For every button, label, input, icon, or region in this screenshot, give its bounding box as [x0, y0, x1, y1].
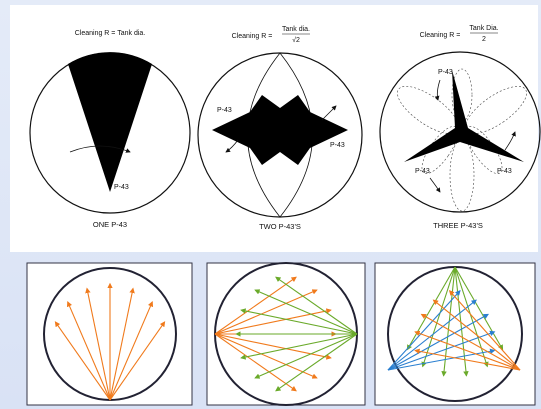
spray-arrow — [214, 333, 297, 392]
spray-arrow — [66, 301, 111, 401]
rotation-arrow — [429, 177, 441, 193]
nozzle-label: P-43 — [330, 142, 345, 149]
spray-arrow — [109, 301, 154, 401]
spray-arrow — [109, 287, 135, 401]
spray-arrow — [448, 290, 521, 371]
formula-lhs: Cleaning R = — [420, 32, 461, 39]
spray-arrow — [109, 321, 166, 401]
spray-arrow — [254, 333, 358, 379]
spray-arrow — [414, 330, 521, 371]
spray-arrow — [275, 276, 358, 335]
spray-arrow — [421, 266, 456, 368]
caption: ONE P-43 — [93, 220, 127, 229]
star — [404, 70, 524, 162]
spray-arrow — [454, 266, 469, 377]
nozzle-label: P-43 — [497, 168, 512, 175]
spray-arrow — [432, 299, 521, 371]
rotation-arrow — [69, 145, 131, 153]
formula-num: Tank dia. — [282, 26, 310, 33]
spray-arrow — [240, 308, 358, 335]
formula: Cleaning R = Tank dia. — [75, 30, 146, 37]
nozzle-label: P-43 — [217, 107, 232, 114]
spray-arrow — [387, 330, 496, 371]
caption: TWO P-43'S — [259, 222, 301, 231]
spray-arrow — [387, 290, 461, 371]
wedge — [68, 52, 152, 192]
spray-arrow — [254, 289, 358, 335]
spray-arrow — [85, 287, 111, 401]
star — [212, 95, 348, 165]
nozzle-label: P-43 — [114, 184, 129, 191]
formula-lhs: Cleaning R = — [232, 33, 273, 40]
formula-den: √2 — [292, 36, 300, 44]
spray-arrow — [54, 321, 111, 401]
spray-frame — [374, 262, 536, 406]
rotation-arrow — [504, 131, 516, 151]
spray-arrow — [214, 289, 318, 335]
rotation-arrow — [321, 105, 337, 121]
spray-arrow — [240, 333, 358, 360]
formula-den: 2 — [482, 36, 486, 43]
caption: THREE P-43'S — [433, 221, 483, 230]
rotation-arrow — [225, 139, 239, 153]
rotation-arrow — [434, 79, 441, 101]
formula-num: Tank Dia. — [469, 25, 498, 32]
spray-arrow — [454, 266, 489, 368]
spray-arrow — [214, 276, 297, 335]
spray-arrow — [275, 333, 358, 392]
spray-arrow — [420, 313, 521, 371]
tank — [379, 51, 541, 213]
spray-arrow — [387, 313, 489, 371]
spray-arrow — [414, 348, 521, 371]
spray-lines — [54, 266, 521, 401]
lens — [247, 52, 313, 218]
spray-arrow — [387, 299, 477, 371]
nozzle-label: P-43 — [415, 168, 430, 175]
spray-arrow — [214, 333, 318, 379]
nozzle-label: P-43 — [438, 69, 453, 76]
